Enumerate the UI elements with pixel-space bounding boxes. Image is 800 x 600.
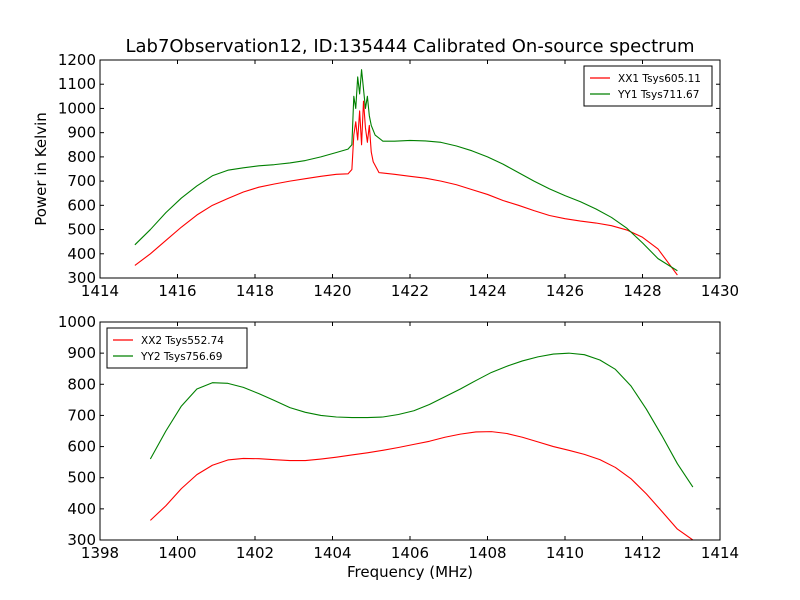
x-tick-label: 1402 <box>236 544 274 562</box>
x-tick-label: 1418 <box>236 282 274 300</box>
legend-entry: XX1 Tsys605.11 <box>618 73 701 85</box>
x-tick-label: 1426 <box>546 282 584 300</box>
series-line-yy <box>149 352 694 488</box>
x-tick-label: 1410 <box>546 544 584 562</box>
y-tick-label: 500 <box>67 469 96 487</box>
x-axis-label: Frequency (MHz) <box>347 563 473 581</box>
y-tick-label: 400 <box>67 500 96 518</box>
y-tick-label: 600 <box>67 196 96 214</box>
series-group <box>149 352 694 540</box>
y-tick-label: 600 <box>67 438 96 456</box>
y-tick-label: 300 <box>67 269 96 287</box>
x-tick-label: 1424 <box>468 282 506 300</box>
top-chart: Lab7Observation12, ID:135444 Calibrated … <box>32 36 739 300</box>
x-tick-label: 1414 <box>701 544 739 562</box>
bottom-chart: Frequency (MHz) 1398 1400 1402 1404 1406 1408 1… <box>58 313 739 581</box>
chart-title: Lab7Observation12, ID:135444 Calibrated … <box>125 36 694 57</box>
y-tick-label: 1100 <box>58 75 96 93</box>
y-tick-label: 1200 <box>58 51 96 69</box>
series-group <box>134 69 678 276</box>
y-tick-label: 300 <box>67 531 96 549</box>
legend: XX2 Tsys552.74 YY2 Tsys756.69 <box>106 327 248 369</box>
y-tick-label: 700 <box>67 406 96 424</box>
x-tick-label: 1420 <box>313 282 351 300</box>
legend-box <box>106 327 248 369</box>
x-tick-label: 1422 <box>391 282 429 300</box>
x-tick-label: 1400 <box>158 544 196 562</box>
series-line-xx <box>134 100 678 276</box>
x-tick-label: 1430 <box>701 282 739 300</box>
y-tick-label: 1000 <box>58 313 96 331</box>
series-line-yy <box>134 69 678 272</box>
legend-entry: XX2 Tsys552.74 <box>141 335 224 347</box>
y-axis-label: Power in Kelvin <box>32 112 50 226</box>
x-tick-label: 1412 <box>623 544 661 562</box>
x-tick-label: 1408 <box>468 544 506 562</box>
y-tick-label: 900 <box>67 344 96 362</box>
y-tick-label: 900 <box>67 124 96 142</box>
x-tick-label: 1428 <box>623 282 661 300</box>
y-tick-label: 1000 <box>58 99 96 117</box>
y-tick-label: 500 <box>67 221 96 239</box>
legend-box <box>583 65 713 107</box>
y-tick-label: 800 <box>67 375 96 393</box>
x-tick-label: 1414 <box>81 282 119 300</box>
x-tick-label: 1416 <box>158 282 196 300</box>
legend: XX1 Tsys605.11 YY1 Tsys711.67 <box>583 65 713 107</box>
legend-entry: YY2 Tsys756.69 <box>140 351 222 363</box>
series-line-xx <box>149 431 694 540</box>
legend-entry: YY1 Tsys711.67 <box>617 89 699 101</box>
x-tick-label: 1404 <box>313 544 351 562</box>
x-tick-label: 1398 <box>81 544 119 562</box>
y-tick-label: 700 <box>67 172 96 190</box>
y-tick-label: 400 <box>67 245 96 263</box>
y-tick-label: 800 <box>67 148 96 166</box>
x-tick-label: 1406 <box>391 544 429 562</box>
